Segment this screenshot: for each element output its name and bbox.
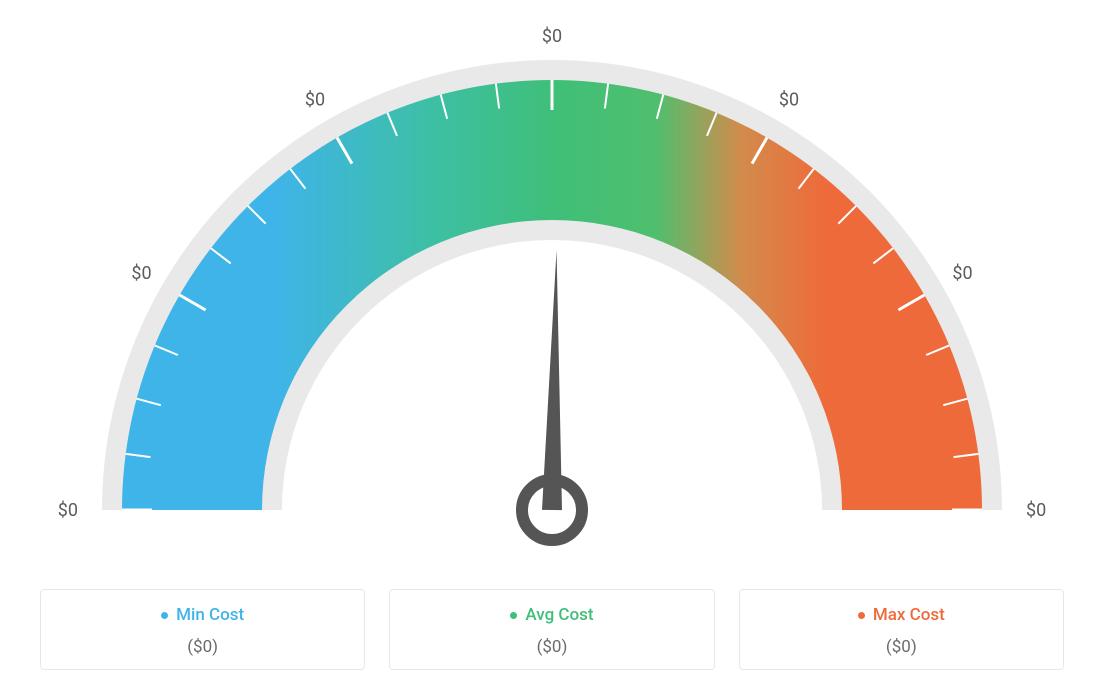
gauge-tick-label: $0 — [58, 500, 78, 521]
legend-dot-icon — [510, 612, 517, 619]
legend-dot-icon — [161, 612, 168, 619]
gauge-chart-container: $0$0$0$0$0$0$0 Min Cost($0)Avg Cost($0)M… — [0, 0, 1104, 690]
legend-header: Min Cost — [161, 605, 244, 625]
legend-dot-icon — [858, 612, 865, 619]
gauge-area: $0 $0 $0 $0 $0 $0 $0 — [0, 10, 1104, 570]
gauge-tick-label: $0 — [952, 263, 972, 284]
gauge-tick-label: $0 — [305, 90, 325, 111]
legend-label: Min Cost — [176, 605, 244, 625]
gauge-tick-label: $0 — [1026, 500, 1046, 521]
legend-value: ($0) — [400, 637, 703, 657]
legend-card-0: Min Cost ($0) — [40, 589, 365, 671]
legend-row: Min Cost ($0) Avg Cost ($0) Max Cost ($0) — [40, 589, 1064, 671]
legend-card-1: Avg Cost ($0) — [389, 589, 714, 671]
gauge-svg: $0 $0 $0 $0 $0 $0 $0 — [32, 10, 1072, 570]
gauge-tick-label: $0 — [779, 90, 799, 111]
legend-header: Max Cost — [858, 605, 945, 625]
legend-label: Max Cost — [873, 605, 945, 625]
gauge-tick-label: $0 — [131, 263, 151, 284]
gauge-tick-label: $0 — [542, 26, 562, 47]
legend-header: Avg Cost — [510, 605, 593, 625]
legend-value: ($0) — [750, 637, 1053, 657]
legend-value: ($0) — [51, 637, 354, 657]
legend-label: Avg Cost — [525, 605, 593, 625]
legend-card-2: Max Cost ($0) — [739, 589, 1064, 671]
gauge-needle — [542, 250, 562, 510]
